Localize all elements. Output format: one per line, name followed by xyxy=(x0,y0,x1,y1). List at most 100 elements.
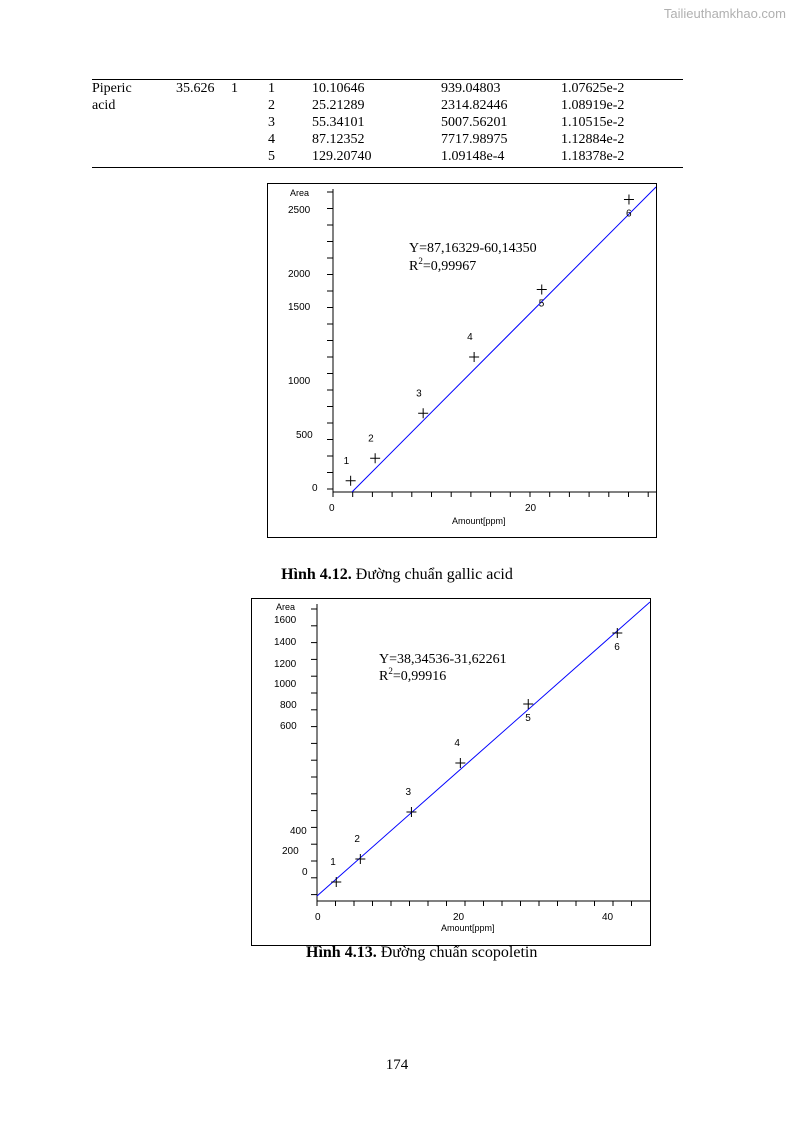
chart-axes xyxy=(332,189,656,493)
level-cell: 4 xyxy=(268,132,275,147)
y-axis-label: Area xyxy=(290,188,309,198)
data-table: Piperic 35.626 1 1 10.10646 939.04803 1.… xyxy=(92,80,683,165)
calibration-table: Piperic 35.626 1 1 10.10646 939.04803 1.… xyxy=(92,79,683,168)
point-label: 6 xyxy=(626,209,632,220)
area-cell: 2314.82446 xyxy=(441,98,508,113)
point-label: 3 xyxy=(405,787,411,798)
point-label: 4 xyxy=(454,738,460,749)
point-label: 4 xyxy=(467,332,473,343)
data-points: 1 2 3 4 5 6 xyxy=(330,628,623,887)
x-axis-label: Amount[ppm] xyxy=(452,516,506,526)
point-label: 1 xyxy=(344,456,350,467)
amount-cell: 87.12352 xyxy=(312,132,365,147)
chart-axes xyxy=(316,604,650,902)
amount-cell: 10.10646 xyxy=(312,81,365,96)
x-tick-label: 0 xyxy=(315,912,321,923)
x-axis-label: Amount[ppm] xyxy=(441,923,495,933)
data-point xyxy=(418,408,429,419)
y-tick-label: 2500 xyxy=(288,205,311,216)
retention-time: 35.626 xyxy=(176,81,215,96)
data-point xyxy=(455,758,466,768)
point-label: 2 xyxy=(354,834,360,845)
point-label: 2 xyxy=(368,433,374,444)
y-tick-label: 600 xyxy=(280,721,297,732)
y-tick-label: 0 xyxy=(302,867,308,878)
table-bottom-rule xyxy=(92,167,683,168)
area-cell: 939.04803 xyxy=(441,81,501,96)
y-axis-label: Area xyxy=(276,602,295,612)
data-point xyxy=(623,194,634,205)
x-minor-ticks xyxy=(316,901,632,906)
point-label: 6 xyxy=(614,642,620,653)
page-number: 174 xyxy=(385,1057,409,1073)
x-tick-label: 0 xyxy=(329,503,335,514)
area-cell: 5007.56201 xyxy=(441,115,508,130)
regression-line xyxy=(316,601,651,897)
y-tick-label: 2000 xyxy=(288,269,311,280)
amount-cell: 25.21289 xyxy=(312,98,365,113)
y-minor-ticks xyxy=(327,191,333,490)
watermark: Tailieuthamkhao.com xyxy=(663,6,786,21)
point-label: 5 xyxy=(525,713,531,724)
figure-caption-4-12: Hình 4.12. Đường chuẩn gallic acid xyxy=(281,566,513,583)
ratio-cell: 1.08919e-2 xyxy=(561,98,625,113)
y-tick-label: 1000 xyxy=(274,679,297,690)
point-label: 1 xyxy=(330,857,336,868)
r-squared: R2=0,99916 xyxy=(379,666,446,684)
table-row: 5 129.20740 1.09148e-4 1.18378e-2 xyxy=(92,148,683,165)
area-cell: 7717.98975 xyxy=(441,132,508,147)
data-point xyxy=(536,284,547,295)
x-tick-label: 20 xyxy=(525,503,537,514)
table-row: Piperic 35.626 1 1 10.10646 939.04803 1.… xyxy=(92,80,683,97)
regression-equation: Y=87,16329-60,14350 xyxy=(409,241,537,256)
area-cell: 1.09148e-4 xyxy=(441,149,505,164)
data-point xyxy=(370,453,381,464)
ratio-cell: 1.10515e-2 xyxy=(561,115,625,130)
col3-value: 1 xyxy=(231,81,238,96)
x-minor-ticks xyxy=(332,492,649,497)
level-cell: 1 xyxy=(268,81,275,96)
y-tick-label: 500 xyxy=(296,430,313,441)
amount-cell: 55.34101 xyxy=(312,115,365,130)
y-tick-label: 1500 xyxy=(288,302,311,313)
table-row: acid 2 25.21289 2314.82446 1.08919e-2 xyxy=(92,97,683,114)
table-row: 4 87.12352 7717.98975 1.12884e-2 xyxy=(92,131,683,148)
table-row: 3 55.34101 5007.56201 1.10515e-2 xyxy=(92,114,683,131)
y-tick-label: 1200 xyxy=(274,659,297,670)
ratio-cell: 1.12884e-2 xyxy=(561,132,625,147)
ratio-cell: 1.18378e-2 xyxy=(561,149,625,164)
gallic-acid-chart: Area 2500 2000 1500 1000 500 0 0 20 Amou… xyxy=(267,183,657,538)
level-cell: 2 xyxy=(268,98,275,113)
y-tick-label: 800 xyxy=(280,700,297,711)
data-point xyxy=(469,352,480,362)
y-tick-label: 200 xyxy=(282,846,299,857)
x-tick-label: 20 xyxy=(453,912,465,923)
point-label: 5 xyxy=(539,299,545,310)
data-point xyxy=(331,877,342,887)
r-squared: R2=0,99967 xyxy=(409,256,476,274)
regression-equation: Y=38,34536-31,62261 xyxy=(379,652,507,667)
y-tick-label: 400 xyxy=(290,826,307,837)
level-cell: 3 xyxy=(268,115,275,130)
table-top-rule xyxy=(92,79,683,80)
regression-line xyxy=(351,186,657,493)
data-point xyxy=(523,699,534,709)
data-point xyxy=(345,475,356,486)
compound-name-cont: acid xyxy=(92,98,116,113)
ratio-cell: 1.07625e-2 xyxy=(561,81,625,96)
y-tick-label: 0 xyxy=(312,483,318,494)
amount-cell: 129.20740 xyxy=(312,149,372,164)
y-tick-label: 1000 xyxy=(288,376,311,387)
data-point xyxy=(612,628,623,638)
level-cell: 5 xyxy=(268,149,275,164)
gallic-acid-chart-svg: Area 2500 2000 1500 1000 500 0 0 20 Amou… xyxy=(288,186,657,526)
data-point xyxy=(355,854,366,864)
scopoletin-chart-svg: Area 1600 1400 1200 1000 800 600 400 200… xyxy=(274,601,651,933)
compound-name: Piperic xyxy=(92,81,132,96)
scopoletin-chart: Area 1600 1400 1200 1000 800 600 400 200… xyxy=(251,598,651,946)
figure-caption-4-13: Hình 4.13. Đường chuẩn scopoletin xyxy=(306,944,538,961)
data-point xyxy=(406,807,417,817)
data-points: 1 2 3 4 5 6 xyxy=(344,194,634,486)
x-tick-label: 40 xyxy=(602,912,614,923)
y-tick-label: 1600 xyxy=(274,615,297,626)
